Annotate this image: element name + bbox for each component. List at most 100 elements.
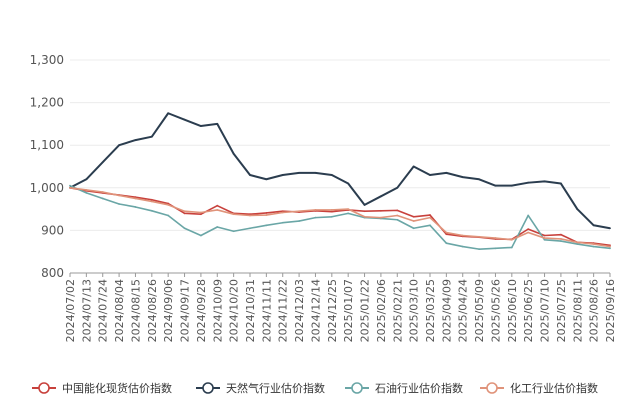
- x-tick-label: 2024/12/03: [293, 279, 306, 342]
- data-point: [510, 246, 513, 249]
- data-point: [445, 231, 448, 234]
- legend-marker-icon: [202, 382, 214, 394]
- x-tick-label: 2025/03/25: [424, 279, 437, 342]
- data-point: [314, 171, 317, 174]
- x-tick-label: 2025/04/24: [457, 279, 470, 342]
- data-point: [592, 243, 595, 245]
- data-point: [330, 174, 333, 176]
- data-point: [576, 243, 579, 245]
- x-tick-label: 2024/10/31: [244, 279, 257, 342]
- data-point: [510, 238, 513, 241]
- data-point: [363, 203, 366, 206]
- legend-marker-icon: [486, 382, 498, 394]
- data-point: [412, 220, 415, 222]
- series-line: [69, 187, 611, 248]
- data-point: [396, 209, 399, 212]
- legend-item[interactable]: 中国能化现货估价指数: [32, 381, 172, 395]
- legend-item[interactable]: 天然气行业估价指数: [196, 381, 325, 395]
- legend-item[interactable]: 石油行业估价指数: [345, 381, 463, 395]
- data-point: [527, 214, 530, 217]
- data-point: [249, 214, 251, 217]
- y-tick-label: 900: [41, 223, 64, 237]
- data-point: [592, 224, 595, 227]
- series-lines: [69, 112, 611, 251]
- data-point: [429, 216, 431, 219]
- data-point: [527, 231, 530, 234]
- data-point: [429, 224, 431, 227]
- data-point: [232, 152, 235, 155]
- data-point: [150, 198, 153, 201]
- data-point: [347, 182, 350, 185]
- data-point: [69, 186, 71, 189]
- legend-item[interactable]: 化工行业估价指数: [480, 381, 598, 395]
- data-point: [396, 218, 399, 221]
- series-group: [69, 112, 611, 230]
- data-point: [380, 195, 382, 198]
- data-point: [330, 209, 333, 211]
- series-line: [69, 112, 611, 230]
- x-tick-label: 2024/10/20: [228, 279, 241, 342]
- data-point: [543, 180, 546, 183]
- data-point: [69, 184, 71, 187]
- data-point: [265, 214, 268, 216]
- series-line: [69, 187, 611, 247]
- data-point: [150, 135, 153, 138]
- data-point: [461, 245, 464, 248]
- y-tick-label: 1,000: [30, 181, 64, 195]
- data-point: [560, 182, 562, 185]
- x-tick-label: 2024/08/15: [129, 279, 142, 342]
- data-point: [216, 226, 219, 228]
- x-tick-label: 2024/09/06: [162, 279, 175, 342]
- x-tick-label: 2024/07/02: [64, 279, 77, 342]
- data-point: [265, 212, 268, 214]
- data-point: [510, 184, 513, 187]
- y-tick-label: 800: [41, 266, 64, 280]
- data-point: [609, 245, 611, 248]
- data-point: [183, 227, 186, 230]
- legend-label: 石油行业估价指数: [375, 381, 463, 395]
- legend-marker-icon: [351, 382, 363, 394]
- x-tick-label: 2024/07/13: [80, 279, 93, 342]
- data-point: [118, 203, 120, 205]
- x-tick-label: 2024/12/25: [326, 279, 339, 342]
- data-point: [232, 230, 235, 233]
- legend[interactable]: 中国能化现货估价指数 天然气行业估价指数 石油行业估价指数 化工行业估价指数: [32, 381, 598, 395]
- x-tick-label: 2025/08/26: [588, 279, 601, 342]
- data-point: [560, 233, 562, 236]
- data-point: [445, 233, 448, 236]
- data-point: [347, 212, 350, 215]
- legend-label: 中国能化现货估价指数: [62, 381, 172, 395]
- series-group: [69, 186, 611, 248]
- data-point: [609, 227, 611, 230]
- data-point: [330, 210, 333, 213]
- y-tick-label: 1,300: [30, 53, 64, 67]
- data-point: [265, 224, 268, 227]
- x-tick-label: 2025/07/10: [539, 279, 552, 342]
- data-point: [167, 112, 170, 115]
- data-point: [101, 197, 104, 200]
- x-tick-label: 2025/05/26: [489, 279, 502, 342]
- data-point: [85, 178, 88, 181]
- data-point: [216, 204, 219, 207]
- grid-lines: [70, 59, 610, 274]
- data-point: [183, 118, 186, 121]
- data-point: [167, 203, 170, 206]
- data-point: [298, 220, 300, 222]
- data-point: [347, 208, 350, 211]
- x-tick-label: 2024/11/22: [277, 279, 290, 342]
- data-point: [396, 186, 399, 189]
- data-point: [281, 221, 284, 224]
- data-point: [85, 189, 88, 191]
- data-point: [412, 215, 415, 218]
- x-tick-label: 2024/11/11: [260, 279, 273, 342]
- x-tick-label: 2025/04/09: [440, 279, 453, 342]
- data-point: [281, 174, 284, 176]
- x-tick-label: 2024/12/14: [309, 279, 322, 342]
- x-tick-label: 2025/02/21: [391, 279, 404, 342]
- data-point: [543, 238, 546, 241]
- x-tick-label: 2024/09/17: [179, 279, 192, 342]
- x-tick-label: 2024/07/24: [97, 279, 110, 342]
- data-point: [363, 215, 366, 218]
- legend-label: 天然气行业估价指数: [226, 381, 325, 395]
